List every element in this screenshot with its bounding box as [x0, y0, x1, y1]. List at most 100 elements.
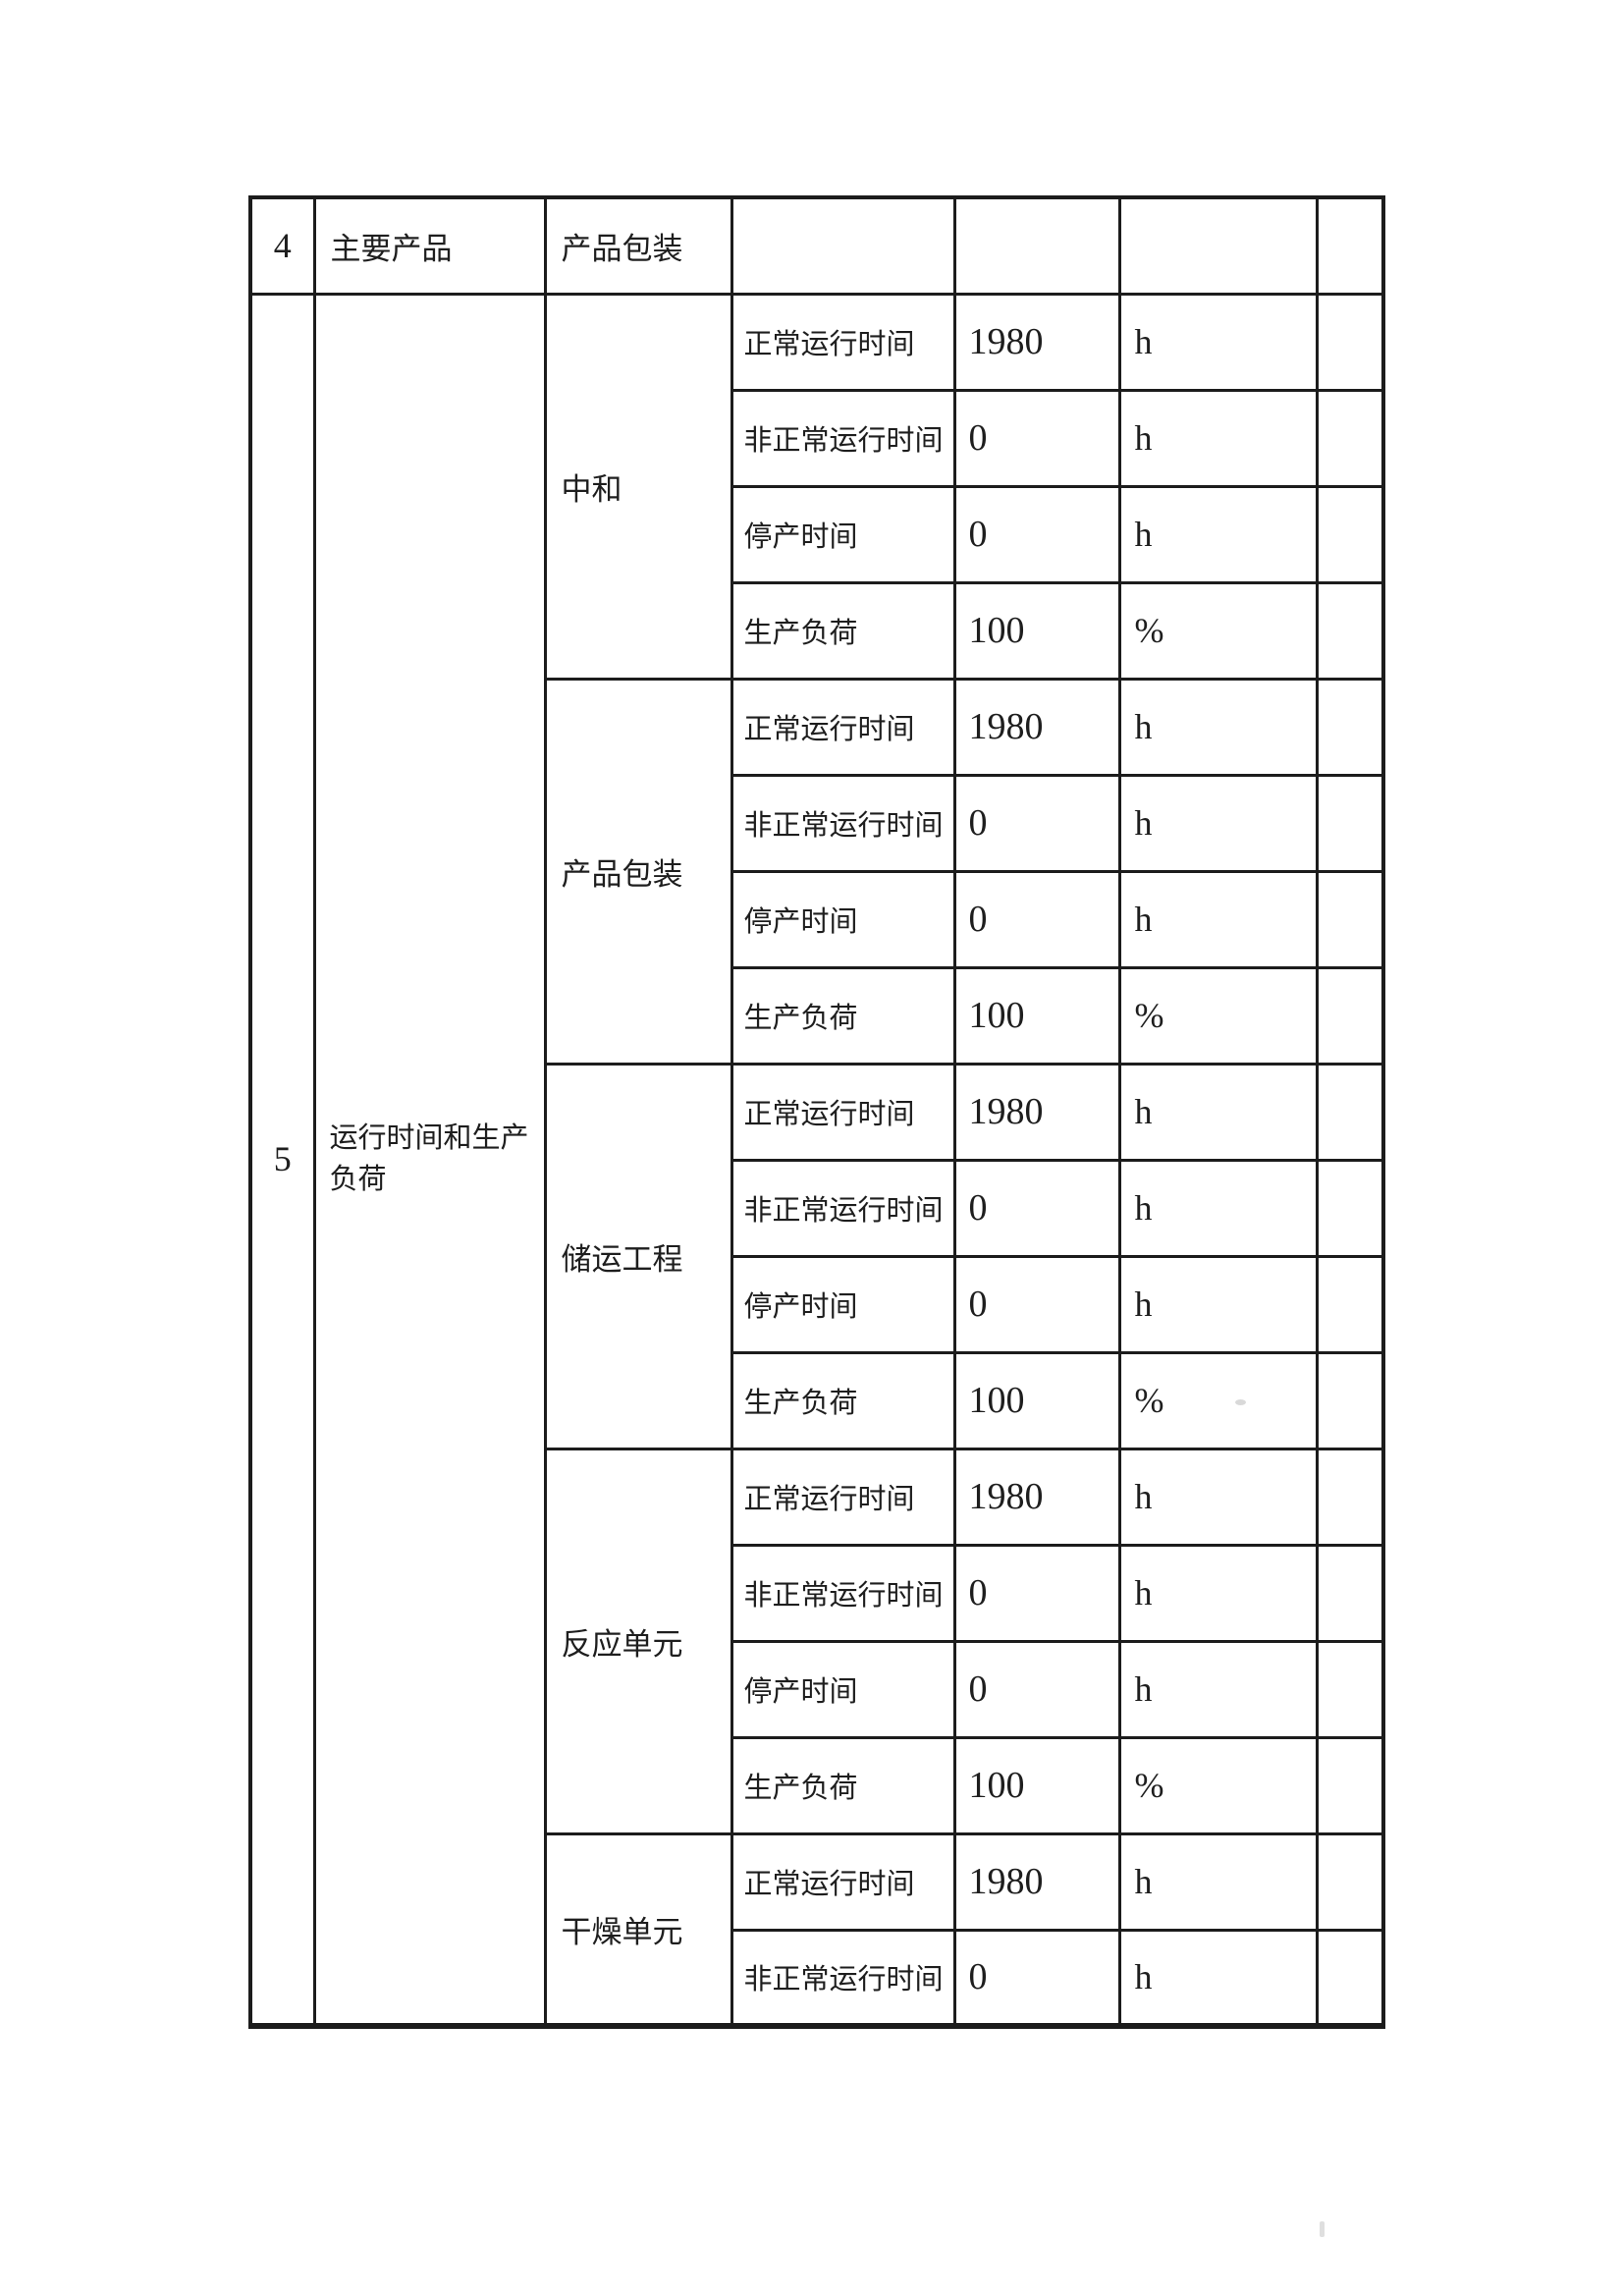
metric-label-cell [730, 195, 956, 296]
spare-cell [1315, 1062, 1385, 1162]
metric-value-cell: 0 [952, 1928, 1121, 2028]
metric-value-cell: 1980 [952, 1831, 1121, 1932]
spare-cell [1315, 869, 1385, 969]
production-table: 4 主要产品 产品包装 5 运行时间和生产负荷 中和 正常运行时间 1980 h 非正常运行时间 0… [248, 195, 1385, 2029]
spare-cell [1315, 1543, 1385, 1643]
metric-label-cell: 停产时间 [730, 1639, 956, 1739]
metric-label-cell: 生产负荷 [730, 1735, 956, 1835]
process-unit-cell: 反应单元 [543, 1447, 733, 1835]
item-cell: 产品包装 [543, 195, 733, 296]
spare-cell [1315, 1350, 1385, 1450]
metric-unit-cell: % [1117, 1735, 1319, 1835]
metric-value-cell: 1980 [952, 1062, 1121, 1162]
table-row: 非正常运行时间 0 h [250, 1543, 1385, 1643]
table-row: 生产负荷 100% [250, 1735, 1385, 1835]
metric-label-cell: 正常运行时间 [730, 1831, 956, 1932]
spare-cell [1315, 292, 1385, 392]
spare-cell [1315, 388, 1385, 488]
production-table-body: 4 主要产品 产品包装 5 运行时间和生产负荷 中和 正常运行时间 1980 h 非正常运行时间 0… [248, 195, 1385, 2028]
spare-cell [1315, 1831, 1385, 1932]
metric-value-cell: 100 [952, 1350, 1121, 1450]
metric-unit-cell: h [1117, 1447, 1319, 1547]
metric-unit-cell: % [1117, 1350, 1319, 1450]
spare-cell [1315, 195, 1385, 296]
metric-unit-cell: h [1117, 388, 1319, 488]
metric-value-cell: 0 [952, 869, 1121, 969]
table-row: 生产负荷 100% [250, 1350, 1385, 1450]
metric-unit-cell: h [1117, 1928, 1319, 2028]
metric-unit-cell: h [1117, 1062, 1319, 1162]
table-row: 非正常运行时间 0 h [250, 1928, 1385, 2028]
metric-label-cell: 停产时间 [730, 1254, 956, 1354]
metric-unit-cell: h [1117, 1254, 1319, 1354]
spare-cell [1315, 580, 1385, 681]
metric-label-cell: 非正常运行时间 [730, 1543, 956, 1643]
spare-cell [1315, 1254, 1385, 1354]
metric-label-cell: 生产负荷 [730, 580, 956, 681]
metric-unit-cell: h [1117, 1543, 1319, 1643]
metric-value-cell: 100 [952, 580, 1121, 681]
metric-value-cell: 1980 [952, 677, 1121, 777]
spare-cell [1315, 677, 1385, 777]
metric-unit-cell [1117, 195, 1319, 296]
metric-unit-cell: h [1117, 869, 1319, 969]
metric-value-cell: 0 [952, 1639, 1121, 1739]
spare-cell [1315, 1158, 1385, 1258]
spare-cell [1315, 1928, 1385, 2028]
scan-speck [1320, 2221, 1325, 2237]
category-cell: 运行时间和生产负荷 [312, 292, 547, 2028]
table-row: 停产时间 0 h [250, 1639, 1385, 1739]
spare-cell [1315, 1447, 1385, 1547]
table-row: 停产时间 0 h [250, 484, 1385, 584]
metric-label-cell: 停产时间 [730, 869, 956, 969]
metric-label-cell: 停产时间 [730, 484, 956, 584]
metric-label-cell: 非正常运行时间 [730, 773, 956, 873]
metric-label-cell: 非正常运行时间 [730, 1928, 956, 2028]
metric-unit-cell: h [1117, 773, 1319, 873]
table-row: 生产负荷 100% [250, 965, 1385, 1066]
metric-unit-cell: h [1117, 677, 1319, 777]
row-number-cell: 5 [248, 292, 316, 2028]
table-row: 生产负荷 100% [250, 580, 1385, 681]
metric-unit-cell: h [1117, 484, 1319, 584]
metric-value-cell: 0 [952, 773, 1121, 873]
spare-cell [1315, 773, 1385, 873]
process-unit-cell: 中和 [543, 292, 733, 681]
spare-cell [1315, 1735, 1385, 1835]
table-row: 干燥单元 正常运行时间 1980 h [250, 1831, 1385, 2028]
table-row: 反应单元 正常运行时间 1980 h [250, 1447, 1385, 1835]
metric-value-cell: 0 [952, 1158, 1121, 1258]
metric-label-cell: 非正常运行时间 [730, 388, 956, 488]
spare-cell [1315, 484, 1385, 584]
metric-unit-cell: % [1117, 965, 1319, 1066]
category-cell: 主要产品 [312, 195, 547, 296]
metric-value-cell: 1980 [952, 1447, 1121, 1547]
table-row: 产品包装 正常运行时间 1980 h [250, 677, 1385, 1066]
metric-value-cell: 0 [952, 484, 1121, 584]
metric-label-cell: 生产负荷 [730, 965, 956, 1066]
metric-unit-cell: h [1117, 1158, 1319, 1258]
metric-value-cell: 0 [952, 1543, 1121, 1643]
spare-cell [1315, 965, 1385, 1066]
metric-label-cell: 非正常运行时间 [730, 1158, 956, 1258]
process-unit-cell: 产品包装 [543, 677, 733, 1066]
metric-value-cell: 1980 [952, 292, 1121, 392]
metric-unit-cell: h [1117, 292, 1319, 392]
metric-unit-cell: % [1117, 580, 1319, 681]
table-row: 5 运行时间和生产负荷 中和 正常运行时间 1980 h [248, 292, 1385, 2028]
table-row: 非正常运行时间 0 h [250, 1158, 1385, 1258]
metric-label-cell: 正常运行时间 [730, 292, 956, 392]
process-unit-cell: 储运工程 [543, 1062, 733, 1450]
metric-label-cell: 正常运行时间 [730, 677, 956, 777]
metric-value-cell: 100 [952, 1735, 1121, 1835]
process-unit-cell: 干燥单元 [543, 1831, 733, 2028]
scan-speck [1235, 1399, 1246, 1405]
metric-unit-cell: h [1117, 1831, 1319, 1932]
table-row: 储运工程 正常运行时间 1980 h [250, 1062, 1385, 1450]
row-number-cell: 4 [248, 195, 316, 296]
table-row: 非正常运行时间 0 h [250, 773, 1385, 873]
table-row: 停产时间 0 h [250, 869, 1385, 969]
metric-value-cell: 0 [952, 388, 1121, 488]
metric-value-cell [952, 195, 1121, 296]
